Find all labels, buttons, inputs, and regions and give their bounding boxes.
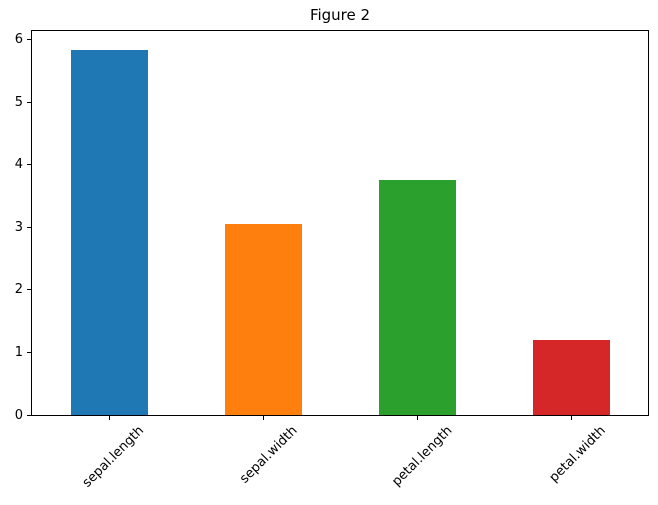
y-tick-mark xyxy=(27,415,31,416)
bar-sepal.width xyxy=(225,224,302,415)
plot-area xyxy=(31,30,649,416)
y-tick-mark xyxy=(27,164,31,165)
bar-petal.width xyxy=(533,340,610,415)
chart-title: Figure 2 xyxy=(309,6,371,24)
y-tick-label: 6 xyxy=(14,32,23,47)
x-tick-mark xyxy=(571,416,572,420)
x-tick-mark xyxy=(417,416,418,420)
x-tick-mark xyxy=(109,416,110,420)
y-tick-label: 4 xyxy=(14,157,23,172)
y-tick-mark xyxy=(27,352,31,353)
y-tick-label: 0 xyxy=(14,408,23,423)
y-tick-mark xyxy=(27,227,31,228)
y-tick-mark xyxy=(27,39,31,40)
x-tick-label-petal.width: petal.width xyxy=(546,423,609,486)
y-tick-label: 3 xyxy=(14,220,23,235)
y-tick-mark xyxy=(27,102,31,103)
y-tick-label: 1 xyxy=(14,345,23,360)
x-tick-label-petal.length: petal.length xyxy=(388,423,455,490)
bar-petal.length xyxy=(379,180,456,415)
x-tick-mark xyxy=(263,416,264,420)
x-tick-label-sepal.width: sepal.width xyxy=(237,423,301,487)
y-tick-mark xyxy=(27,289,31,290)
y-tick-label: 2 xyxy=(14,282,23,297)
x-tick-label-sepal.length: sepal.length xyxy=(79,423,147,491)
bar-sepal.length xyxy=(71,50,148,415)
y-tick-label: 5 xyxy=(14,95,23,110)
